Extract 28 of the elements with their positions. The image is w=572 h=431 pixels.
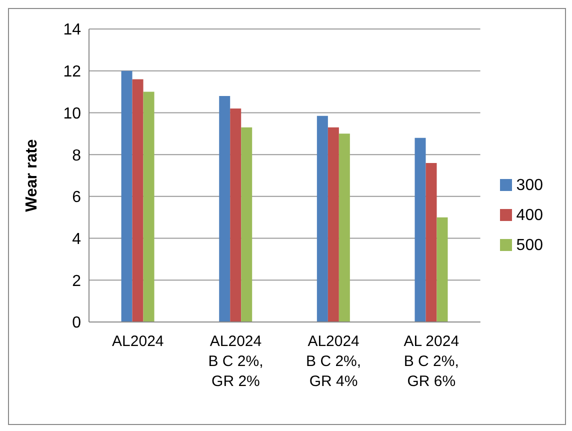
bar bbox=[241, 127, 252, 322]
bar bbox=[121, 70, 132, 322]
y-tick-label: 8 bbox=[72, 147, 82, 164]
bar bbox=[328, 127, 339, 322]
legend-label: 300 bbox=[516, 176, 543, 194]
x-tick-label: AL2024 B C 2%, GR 4% bbox=[306, 333, 362, 390]
bar bbox=[143, 92, 154, 322]
bar bbox=[230, 108, 242, 322]
x-tick-label: AL2024 bbox=[112, 333, 164, 350]
y-tick-label: 6 bbox=[72, 189, 82, 206]
bar bbox=[316, 116, 328, 322]
y-tick-label: 4 bbox=[72, 230, 82, 248]
bar bbox=[219, 96, 230, 322]
legend-label: 500 bbox=[516, 236, 543, 254]
x-tick-label: AL 2024 B C 2%, GR 6% bbox=[404, 333, 460, 390]
y-tick-label: 10 bbox=[63, 105, 82, 122]
y-tick-label: 12 bbox=[63, 64, 82, 81]
bar bbox=[132, 79, 144, 322]
y-axis-title: Wear rate bbox=[24, 139, 41, 212]
bar bbox=[436, 217, 448, 322]
y-tick-label: 0 bbox=[72, 314, 82, 332]
bar bbox=[414, 138, 426, 322]
bar bbox=[426, 162, 437, 322]
y-tick-label: 14 bbox=[63, 22, 82, 39]
legend-label: 400 bbox=[516, 206, 543, 224]
bar bbox=[338, 134, 350, 322]
x-tick-label: AL2024 B C 2%, GR 2% bbox=[208, 333, 264, 390]
y-tick-label: 2 bbox=[72, 272, 82, 290]
